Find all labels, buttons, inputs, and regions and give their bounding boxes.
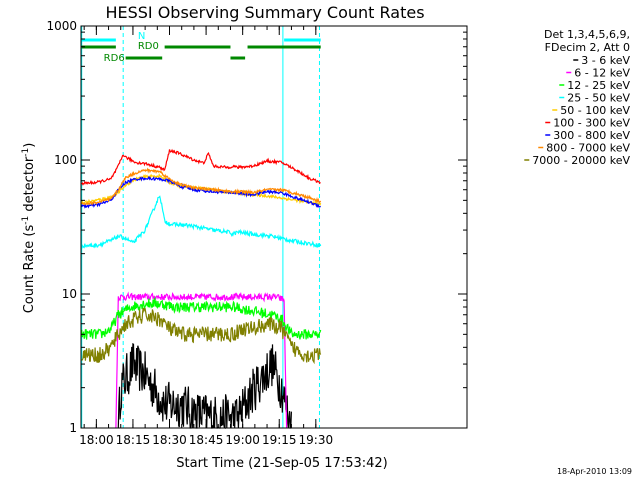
series-line-300-800-kev [81, 175, 321, 209]
y-tick-label: 100 [54, 153, 77, 167]
status-bar-label-n: N [138, 31, 145, 42]
status-bar-label-rd6: RD6 [104, 53, 125, 64]
y-axis-label-mid: detector [22, 156, 37, 216]
series-line-3-6-kev [117, 342, 292, 429]
legend-label: 50 - 100 keV [560, 104, 630, 117]
legend-header-line-1: Det 1,3,4,5,6,9, [544, 28, 630, 41]
y-axis-label-end: ) [22, 143, 37, 148]
plot-frame [80, 25, 468, 429]
legend-header-line-2: FDecim 2, Att 0 [545, 41, 630, 54]
legend-label: 12 - 25 keV [567, 79, 630, 92]
y-tick-label: 1 [69, 421, 77, 435]
footer-date: 18-Apr-2010 13:09 [557, 467, 632, 476]
y-tick-label: 10 [62, 287, 77, 301]
legend-label: 300 - 800 keV [553, 129, 630, 142]
x-axis-label: Start Time (21-Sep-05 17:53:42) [176, 456, 387, 471]
y-axis-label: Count Rate (s-1 detector-1) [21, 143, 37, 314]
y-tick-label: 1000 [46, 19, 77, 33]
legend-label: 7000 - 20000 keV [532, 154, 630, 167]
legend-label: 6 - 12 keV [574, 67, 630, 80]
x-tick-label: 18:00 [79, 433, 114, 447]
y-axis-label-sup2: -1 [21, 148, 31, 157]
x-tick-label: 19:30 [299, 433, 334, 447]
legend-label: 800 - 7000 keV [546, 142, 630, 155]
y-axis-label-main: Count Rate (s [22, 225, 37, 314]
x-tick-label: 18:15 [116, 433, 151, 447]
x-tick-label: 19:00 [225, 433, 260, 447]
x-tick-label: 18:30 [152, 433, 187, 447]
series-line-6-12-kev [115, 291, 288, 429]
legend-label: 25 - 50 keV [567, 92, 630, 105]
x-tick-label: 19:15 [262, 433, 297, 447]
chart-title: HESSI Observing Summary Count Rates [105, 3, 424, 22]
series-line-800-7000-kev [81, 167, 322, 206]
series-line-12-25-kev [81, 296, 322, 340]
series-line-25-50-kev [81, 195, 322, 249]
x-tick-label: 18:45 [189, 433, 224, 447]
y-axis-label-sup1: -1 [21, 216, 31, 225]
legend-label: 3 - 6 keV [581, 54, 630, 67]
series-line-100-300-kev [81, 148, 321, 186]
status-bar-label-rd0: RD0 [138, 41, 159, 52]
legend: Det 1,3,4,5,6,9, FDecim 2, Att 0 3 - 6 k… [524, 28, 630, 167]
series-line-7000-20000-kev [81, 307, 322, 365]
legend-label: 100 - 300 keV [553, 117, 630, 130]
